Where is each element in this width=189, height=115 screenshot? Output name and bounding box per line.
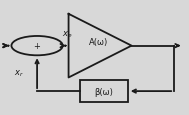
- Bar: [80, 80, 128, 103]
- Text: β(ω): β(ω): [94, 87, 113, 96]
- Text: $x_e$: $x_e$: [62, 29, 73, 39]
- Text: A(ω): A(ω): [89, 37, 108, 46]
- Text: +: +: [34, 42, 40, 51]
- Text: $x_r$: $x_r$: [14, 68, 23, 79]
